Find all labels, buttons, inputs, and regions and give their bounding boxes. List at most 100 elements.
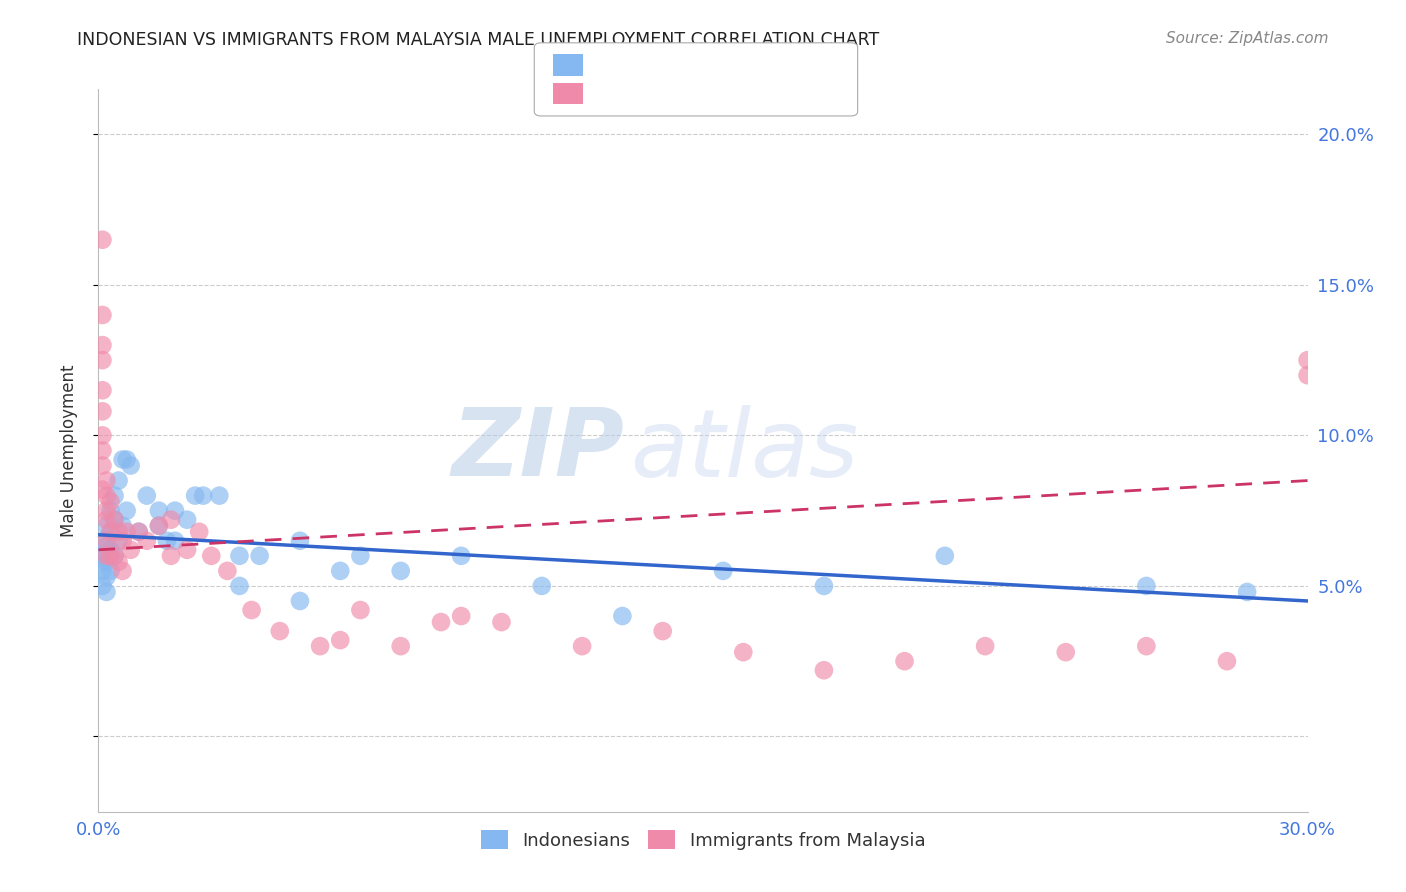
Point bbox=[240, 603, 263, 617]
Point bbox=[103, 549, 125, 563]
Point bbox=[491, 615, 513, 629]
Point bbox=[91, 579, 114, 593]
Point bbox=[100, 564, 122, 578]
Point bbox=[228, 579, 250, 593]
Point bbox=[96, 489, 118, 503]
Point bbox=[148, 518, 170, 533]
Point bbox=[1296, 368, 1319, 383]
Point bbox=[115, 452, 138, 467]
Point bbox=[91, 443, 114, 458]
Point bbox=[733, 645, 755, 659]
Point bbox=[96, 549, 118, 563]
Point bbox=[176, 513, 198, 527]
Point bbox=[217, 564, 239, 578]
Text: INDONESIAN VS IMMIGRANTS FROM MALAYSIA MALE UNEMPLOYMENT CORRELATION CHART: INDONESIAN VS IMMIGRANTS FROM MALAYSIA M… bbox=[77, 31, 880, 49]
Point bbox=[91, 428, 114, 442]
Point bbox=[208, 489, 231, 503]
Point bbox=[430, 615, 453, 629]
Point bbox=[288, 594, 311, 608]
Point bbox=[571, 639, 593, 653]
Point bbox=[91, 533, 114, 548]
Point bbox=[329, 633, 352, 648]
Point bbox=[91, 308, 114, 322]
Text: R = 0.080: R = 0.080 bbox=[592, 85, 682, 103]
Point bbox=[813, 663, 835, 677]
Point bbox=[288, 533, 311, 548]
Point bbox=[96, 518, 118, 533]
Point bbox=[96, 585, 118, 599]
Point bbox=[100, 524, 122, 539]
Point bbox=[100, 524, 122, 539]
Point bbox=[91, 458, 114, 473]
Point bbox=[329, 564, 352, 578]
Point bbox=[249, 549, 271, 563]
Point bbox=[107, 555, 129, 569]
Point bbox=[111, 518, 134, 533]
Point bbox=[200, 549, 222, 563]
Point bbox=[135, 533, 157, 548]
Legend: Indonesians, Immigrants from Malaysia: Indonesians, Immigrants from Malaysia bbox=[474, 823, 932, 857]
Point bbox=[103, 513, 125, 527]
Point bbox=[96, 570, 118, 584]
Point bbox=[128, 524, 150, 539]
Point bbox=[450, 609, 472, 624]
Point bbox=[1236, 585, 1258, 599]
Point bbox=[91, 555, 114, 569]
Point bbox=[389, 639, 412, 653]
Point bbox=[309, 639, 332, 653]
Point bbox=[107, 474, 129, 488]
Point bbox=[1216, 654, 1239, 668]
Point bbox=[128, 524, 150, 539]
Point bbox=[160, 513, 183, 527]
Point bbox=[184, 489, 207, 503]
Point bbox=[96, 533, 118, 548]
Point bbox=[103, 489, 125, 503]
Point bbox=[193, 489, 215, 503]
Point bbox=[813, 579, 835, 593]
Point bbox=[893, 654, 915, 668]
Point bbox=[111, 452, 134, 467]
Point bbox=[1296, 353, 1319, 368]
Text: ZIP: ZIP bbox=[451, 404, 624, 497]
Point bbox=[530, 579, 553, 593]
Point bbox=[111, 533, 134, 548]
Point bbox=[100, 494, 122, 508]
Point bbox=[96, 513, 118, 527]
Point bbox=[120, 542, 142, 557]
Point bbox=[111, 564, 134, 578]
Point bbox=[100, 503, 122, 517]
Point bbox=[107, 533, 129, 548]
Point bbox=[103, 549, 125, 563]
Point bbox=[1135, 639, 1157, 653]
Point bbox=[934, 549, 956, 563]
Point bbox=[450, 549, 472, 563]
Point bbox=[100, 542, 122, 557]
Point bbox=[160, 549, 183, 563]
Point bbox=[176, 542, 198, 557]
Point bbox=[120, 458, 142, 473]
Text: N = 60: N = 60 bbox=[702, 56, 763, 74]
Point bbox=[91, 233, 114, 247]
Point bbox=[96, 474, 118, 488]
Point bbox=[651, 624, 673, 639]
Point bbox=[163, 503, 186, 517]
Point bbox=[349, 603, 371, 617]
Point bbox=[163, 533, 186, 548]
Point bbox=[91, 404, 114, 418]
Point bbox=[96, 540, 118, 554]
Point bbox=[711, 564, 734, 578]
Y-axis label: Male Unemployment: Male Unemployment bbox=[59, 364, 77, 537]
Point bbox=[100, 549, 122, 563]
Point bbox=[349, 549, 371, 563]
Point bbox=[91, 483, 114, 497]
Text: N = 56: N = 56 bbox=[702, 85, 763, 103]
Point bbox=[91, 353, 114, 368]
Point bbox=[115, 503, 138, 517]
Point bbox=[96, 503, 118, 517]
Point bbox=[1135, 579, 1157, 593]
Point bbox=[612, 609, 634, 624]
Point bbox=[156, 533, 179, 548]
Point bbox=[148, 518, 170, 533]
Point bbox=[389, 564, 412, 578]
Point bbox=[91, 338, 114, 352]
